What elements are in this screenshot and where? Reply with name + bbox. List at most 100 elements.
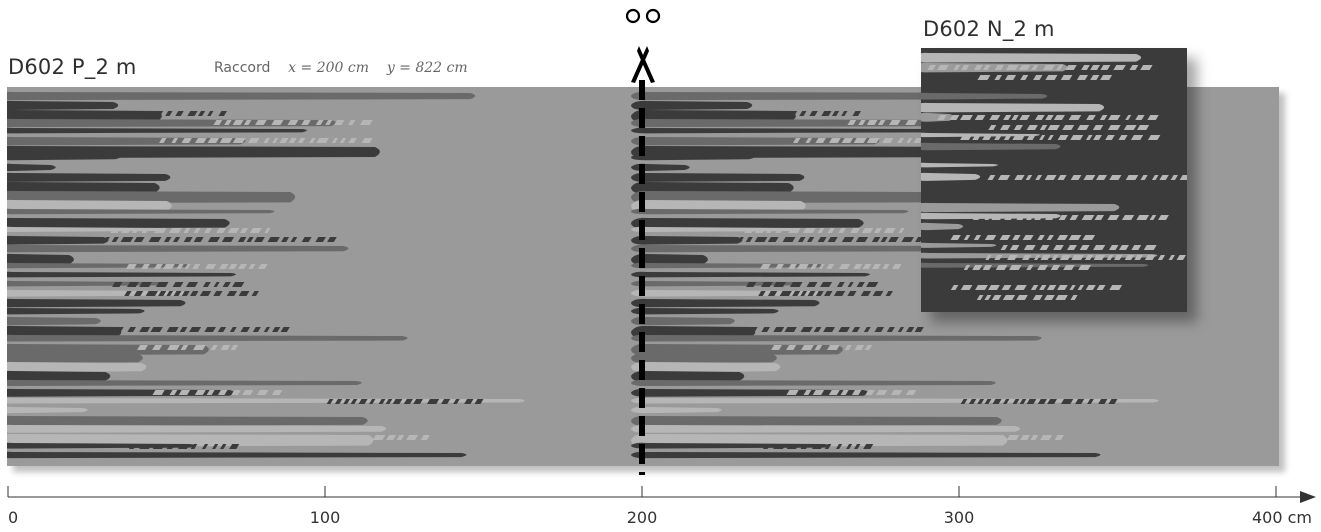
scribble-mark <box>1026 215 1034 220</box>
scribble-mark <box>187 111 198 116</box>
scribble-mark <box>901 237 914 242</box>
scribble-mark <box>358 435 370 440</box>
scribble-mark <box>873 228 882 233</box>
scribble-mark <box>309 138 316 143</box>
scribble-mark <box>1170 175 1179 180</box>
scribble-mark <box>347 120 356 125</box>
scribble-mark <box>994 65 1005 70</box>
scribble-mark <box>232 120 244 125</box>
brush-stroke <box>7 154 120 161</box>
scribble-mark <box>169 390 178 395</box>
scribble-mark <box>788 228 801 233</box>
scribble-mark <box>218 111 227 116</box>
swatch-panel <box>921 48 1187 312</box>
scribble-mark <box>89 237 100 242</box>
scribble-mark <box>1000 125 1011 130</box>
scribble-mark <box>1034 215 1044 220</box>
brush-stroke <box>7 406 88 414</box>
scribble-mark <box>1100 75 1113 80</box>
scribble-mark <box>138 111 151 116</box>
scribble-mark <box>1030 285 1039 290</box>
scribble-mark <box>178 444 190 449</box>
scribble-mark <box>817 237 827 242</box>
scribble-mark <box>1098 399 1108 404</box>
brush-stroke <box>7 127 308 134</box>
scribble-mark <box>992 435 1004 440</box>
scribble-mark <box>219 138 233 143</box>
scribble-mark <box>874 327 885 332</box>
scribble-mark <box>733 327 743 332</box>
scribble-mark <box>767 237 779 242</box>
scribble-mark <box>1075 399 1085 404</box>
scribble-mark <box>1100 65 1111 70</box>
scribble-mark <box>927 435 934 440</box>
scribble-mark <box>1069 215 1079 220</box>
scribble-mark <box>853 138 867 143</box>
ruler-label-200: 200 <box>626 508 658 527</box>
scribble-mark <box>441 399 451 404</box>
scribble-mark <box>1083 175 1096 180</box>
scribble-mark <box>1076 75 1089 80</box>
scribble-mark <box>237 237 247 242</box>
scribble-mark <box>852 111 861 116</box>
scribble-mark <box>1009 245 1020 250</box>
scribble-mark <box>238 291 250 296</box>
scribble-mark <box>771 345 782 350</box>
scribble-mark <box>1144 255 1156 260</box>
scribble-mark <box>194 390 206 395</box>
scribble-mark <box>1016 295 1028 300</box>
scribble-mark <box>222 282 231 287</box>
scribble-mark <box>197 111 206 116</box>
scribble-mark <box>1009 265 1022 270</box>
scribble-mark <box>844 345 852 350</box>
scribble-mark <box>163 237 172 242</box>
scribble-mark <box>1004 75 1017 80</box>
brush-stroke <box>921 202 1120 213</box>
scribble-mark <box>1033 255 1041 260</box>
scribble-mark <box>193 228 201 233</box>
scribble-mark <box>176 264 184 269</box>
scribble-mark <box>220 345 231 350</box>
scribble-mark <box>1039 125 1048 130</box>
brush-stroke <box>7 244 349 253</box>
scribble-mark <box>991 215 1004 220</box>
brush-stroke <box>7 370 111 382</box>
scribble-mark <box>890 390 903 395</box>
scribble-mark <box>968 399 977 404</box>
scribble-mark <box>235 435 249 440</box>
scribble-mark <box>212 444 219 449</box>
scribble-mark <box>763 111 773 116</box>
scribble-mark <box>206 390 215 395</box>
scribble-mark <box>348 138 357 143</box>
scribble-mark <box>259 435 267 440</box>
brush-stroke <box>631 244 983 253</box>
scribble-mark <box>1105 135 1115 140</box>
scribble-mark <box>984 295 992 300</box>
scribble-mark <box>326 399 334 404</box>
scribble-mark <box>350 399 358 404</box>
scribble-mark <box>219 264 229 269</box>
brush-stroke <box>631 451 1101 459</box>
scribble-mark <box>1050 265 1061 270</box>
scribble-mark <box>773 282 786 287</box>
scribble-mark <box>1131 245 1142 250</box>
scribble-mark <box>1157 255 1166 260</box>
scribble-mark <box>1002 295 1016 300</box>
scribble-mark <box>1020 75 1029 80</box>
scribble-mark <box>210 345 218 350</box>
scribble-mark <box>334 399 343 404</box>
scribble-mark <box>784 327 797 332</box>
scribble-mark <box>1046 285 1057 290</box>
scribble-mark <box>207 111 214 116</box>
scribble-mark <box>1040 255 1051 260</box>
brush-stroke <box>631 379 996 387</box>
scribble-mark <box>988 285 1000 290</box>
scribble-mark <box>847 291 857 296</box>
scribble-mark <box>975 435 982 440</box>
scribble-mark <box>148 237 162 242</box>
scribble-mark <box>264 228 271 233</box>
scribble-mark <box>339 138 347 143</box>
raccord-y: y = 822 cm <box>386 60 468 76</box>
scribble-mark <box>183 237 193 242</box>
scribble-mark <box>1045 215 1056 220</box>
